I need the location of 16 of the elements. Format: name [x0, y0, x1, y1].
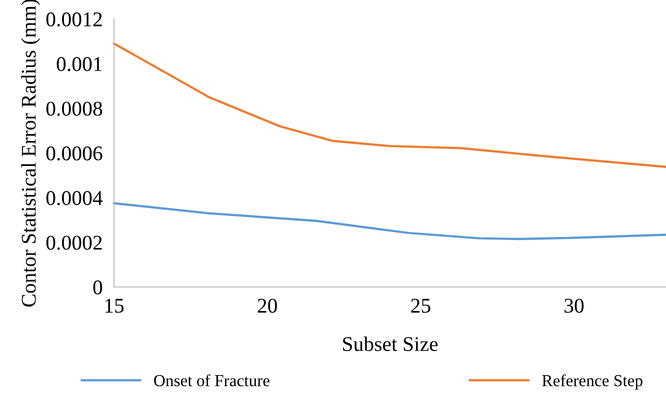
line-series	[112, 202, 666, 240]
y-tick-label: 0.0006	[46, 146, 102, 161]
x-tick-label: 30	[564, 298, 584, 313]
x-axis-title: Subset Size	[343, 336, 438, 352]
y-tick-label: 0.0008	[46, 102, 102, 116]
y-tick-label: 0.0012	[46, 12, 102, 27]
x-tick-label: 15	[105, 298, 124, 313]
legend-label: Onset of Fracture	[154, 374, 270, 386]
x-tick-label: 20	[258, 298, 277, 313]
y-tick-label: 0.0004	[46, 191, 103, 206]
legend-label: Reference Step	[542, 374, 642, 390]
y-tick-label: 0.001	[56, 57, 102, 72]
y-tick-label: 0	[93, 280, 102, 294]
y-tick-label: 0.0002	[46, 236, 102, 250]
x-tick-label: 25	[411, 298, 430, 313]
line-series	[112, 42, 666, 168]
